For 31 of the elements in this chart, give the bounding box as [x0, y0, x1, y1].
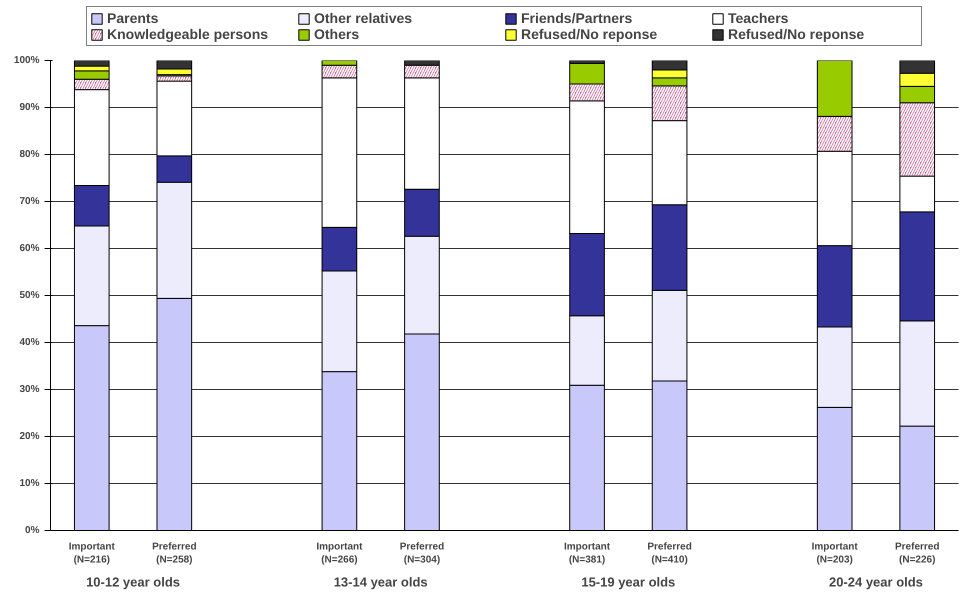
x-tick-label: Important (N=266) — [316, 542, 364, 566]
y-tick-label: 40% — [19, 337, 40, 348]
y-tick-label: 50% — [19, 290, 40, 301]
x-tick-label: Important (N=216) — [68, 542, 116, 566]
legend-label: Friends/Partners — [521, 10, 634, 26]
x-tick-label: Preferred (N=304) — [400, 542, 444, 566]
x-tick-label: Preferred (N=258) — [152, 542, 197, 566]
x-tick-label: Preferred (N=226) — [894, 542, 940, 566]
y-tick-label: 100% — [14, 55, 40, 66]
y-tick-label: 20% — [19, 431, 40, 442]
legend-label: Others — [314, 26, 360, 42]
text: 13-14 year olds — [334, 574, 428, 590]
text: 15-19 year olds — [581, 574, 676, 590]
y-tick-label: 90% — [19, 102, 40, 113]
y-tick-label: 80% — [19, 149, 40, 160]
x-tick-label: Important (N=381) — [564, 542, 611, 566]
y-tick-label: 0% — [25, 525, 40, 536]
legend-label: Refused/No reponse — [521, 26, 658, 42]
legend-label: Other relatives — [314, 10, 414, 26]
legend-label: Teachers — [728, 10, 790, 26]
legend-label: Knowledgeable persons — [107, 26, 270, 42]
y-tick-label: 30% — [19, 384, 40, 395]
y-tick-label: 70% — [19, 196, 40, 207]
legend-label: Parents — [107, 10, 160, 26]
text: 10-12 year olds — [86, 574, 180, 590]
x-tick-label: Important (N=203) — [812, 542, 858, 566]
legend-label: Refused/No reponse — [728, 26, 866, 42]
y-tick-label: 10% — [19, 478, 40, 489]
y-tick-label: 60% — [19, 243, 40, 254]
x-tick-label: Preferred (N=410) — [647, 542, 692, 566]
text: 20-24 year olds — [828, 574, 923, 590]
